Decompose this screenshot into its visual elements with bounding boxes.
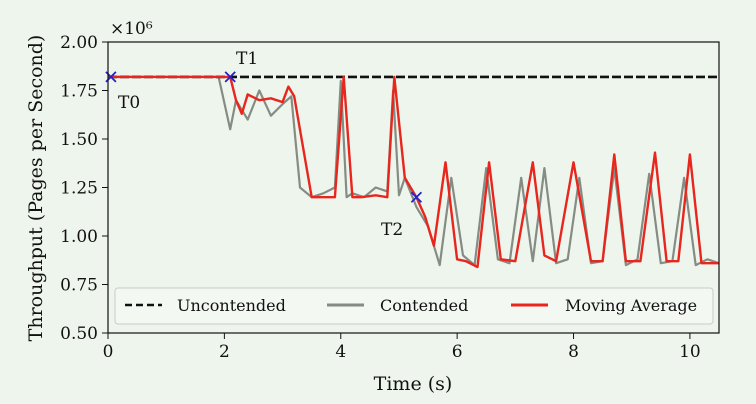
legend: Uncontended Contended Moving Average	[114, 287, 714, 325]
y-axis-title: Throughput (Pages per Second)	[25, 35, 47, 342]
legend-label-moving-average: Moving Average	[565, 296, 697, 315]
x-tick-label: 4	[335, 342, 346, 362]
annotation-t0: T0	[118, 93, 140, 113]
y-tick-label: 1.25	[60, 179, 98, 199]
series-layer	[108, 75, 720, 269]
y-tick-label: 0.75	[60, 276, 98, 296]
legend-label-uncontended: Uncontended	[177, 296, 286, 315]
y-tick-label: 2.00	[60, 33, 98, 53]
legend-box	[114, 287, 714, 325]
y-tick-label: 1.75	[60, 82, 98, 102]
annotation-t1: T1	[236, 49, 258, 69]
annotation-marker-t1	[224, 71, 236, 83]
y-tick-label: 0.50	[60, 324, 98, 344]
y-tick-label: 1.50	[60, 130, 98, 150]
tick-layer: 0 2 4 6 8 10 0.50 0.75 1.00 1.25 1.50 1.75 2.00	[60, 33, 701, 362]
annotation-t2: T2	[381, 220, 403, 240]
y-multiplier-label: ×10⁶	[110, 19, 153, 39]
x-tick-label: 0	[103, 342, 114, 362]
x-axis-title: Time (s)	[374, 373, 453, 395]
x-tick-label: 8	[568, 342, 579, 362]
annotation-marker-t2	[410, 191, 423, 203]
x-tick-label: 2	[219, 342, 230, 362]
series-moving-average	[108, 75, 719, 269]
y-tick-label: 1.00	[60, 227, 98, 247]
series-contended	[108, 75, 720, 267]
x-tick-label: 10	[679, 342, 701, 362]
x-tick-label: 6	[452, 342, 463, 362]
legend-label-contended: Contended	[380, 296, 468, 315]
